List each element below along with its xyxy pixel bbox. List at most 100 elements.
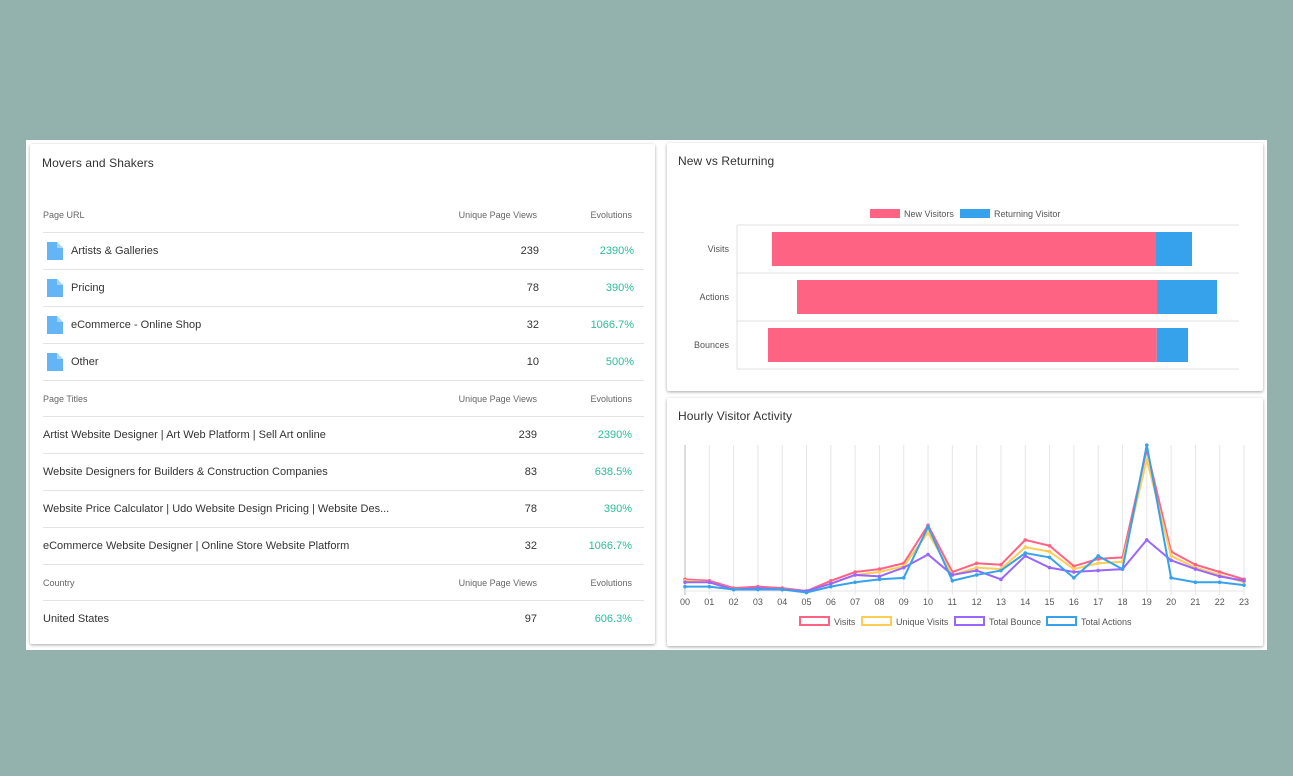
data-point[interactable] (853, 570, 857, 574)
data-point[interactable] (829, 584, 833, 589)
row-label[interactable]: Pricing (71, 282, 105, 294)
row-label[interactable]: Other (71, 356, 99, 368)
bar-segment[interactable] (797, 280, 1157, 314)
row-label[interactable]: Artists & Galleries (71, 245, 159, 257)
table-row[interactable]: Pricing 78 390% (43, 270, 644, 307)
legend-label: Returning Visitor (994, 209, 1060, 219)
data-point[interactable] (877, 567, 882, 571)
evolution-value: 1066.7% (588, 540, 632, 552)
table-row[interactable]: Artist Website Designer | Art Web Platfo… (43, 417, 644, 454)
table-row[interactable]: United States 97 606.3% (43, 601, 644, 637)
bar-segment[interactable] (1156, 328, 1188, 362)
data-point[interactable] (1047, 543, 1052, 548)
data-point[interactable] (1096, 561, 1100, 566)
data-point[interactable] (707, 584, 712, 589)
data-point[interactable] (1217, 574, 1222, 579)
data-point[interactable] (999, 562, 1003, 567)
x-tick-label: 06 (826, 597, 836, 607)
data-point[interactable] (901, 565, 906, 570)
data-point[interactable] (853, 580, 857, 585)
x-tick-label: 16 (1069, 597, 1079, 607)
data-point[interactable] (829, 578, 833, 583)
bar-segment[interactable] (768, 328, 1157, 362)
table-row[interactable]: Website Price Calculator | Udo Website D… (43, 491, 644, 528)
data-point[interactable] (1072, 564, 1076, 568)
data-point[interactable] (999, 568, 1003, 573)
data-point[interactable] (1096, 568, 1100, 573)
data-point[interactable] (1217, 570, 1222, 574)
data-point[interactable] (974, 573, 979, 577)
x-tick-label: 00 (680, 597, 690, 607)
evolution-value: 2390% (599, 245, 634, 257)
data-point[interactable] (926, 524, 930, 529)
data-point[interactable] (804, 590, 809, 595)
data-point[interactable] (707, 580, 712, 585)
data-point[interactable] (926, 552, 930, 557)
data-point[interactable] (950, 573, 955, 577)
x-tick-label: 12 (972, 597, 982, 607)
table-row[interactable]: Website Designers for Builders & Constru… (43, 454, 644, 491)
data-point[interactable] (877, 574, 882, 579)
data-point[interactable] (1193, 567, 1198, 571)
data-point[interactable] (1144, 538, 1149, 542)
data-point[interactable] (877, 570, 882, 574)
data-point[interactable] (974, 568, 979, 573)
data-point[interactable] (877, 577, 882, 582)
data-point[interactable] (1096, 554, 1100, 558)
table-row[interactable]: Other 10 500% (43, 344, 644, 381)
row-label[interactable]: Website Designers for Builders & Constru… (43, 466, 328, 478)
data-point[interactable] (1023, 545, 1028, 549)
data-point[interactable] (1144, 457, 1149, 462)
data-point[interactable] (1023, 538, 1028, 542)
x-tick-label: 10 (923, 597, 933, 607)
data-point[interactable] (926, 530, 930, 535)
file-icon (47, 242, 63, 260)
data-point[interactable] (1217, 580, 1222, 585)
data-point[interactable] (683, 580, 687, 585)
data-point[interactable] (1072, 570, 1076, 574)
data-point[interactable] (1169, 558, 1173, 563)
data-point[interactable] (756, 587, 760, 592)
row-label[interactable]: eCommerce - Online Shop (71, 319, 202, 331)
data-point[interactable] (780, 587, 785, 592)
data-point[interactable] (1169, 554, 1173, 558)
data-point[interactable] (1242, 578, 1246, 583)
data-point[interactable] (1023, 551, 1028, 555)
evolution-value: 606.3% (594, 613, 632, 625)
table-row[interactable]: eCommerce Website Designer | Online Stor… (43, 528, 644, 565)
bar-segment[interactable] (1156, 232, 1192, 266)
data-point[interactable] (1047, 549, 1052, 554)
data-point[interactable] (829, 581, 833, 586)
data-point[interactable] (974, 561, 979, 566)
data-point[interactable] (1072, 567, 1076, 571)
section-header: Page URL Unique Page Views Evolutions (43, 197, 644, 233)
card-title: Movers and Shakers (42, 156, 154, 170)
data-point[interactable] (683, 584, 687, 589)
row-label[interactable]: Website Price Calculator | Udo Website D… (43, 503, 390, 515)
row-label[interactable]: Artist Website Designer | Art Web Platfo… (43, 429, 326, 441)
data-point[interactable] (1047, 565, 1052, 570)
data-point[interactable] (950, 578, 955, 583)
data-point[interactable] (1120, 567, 1125, 571)
data-point[interactable] (1047, 555, 1052, 560)
data-point[interactable] (1144, 443, 1149, 447)
bar-segment[interactable] (1157, 280, 1217, 314)
table-row[interactable]: eCommerce - Online Shop 32 1066.7% (43, 307, 644, 344)
data-point[interactable] (974, 565, 979, 570)
data-point[interactable] (731, 587, 736, 592)
legend-label: Unique Visits (896, 617, 949, 627)
data-point[interactable] (901, 576, 906, 580)
data-point[interactable] (853, 573, 857, 577)
x-tick-label: 08 (874, 597, 884, 607)
table-row[interactable]: Artists & Galleries 239 2390% (43, 233, 644, 270)
data-point[interactable] (999, 577, 1003, 582)
data-point[interactable] (1193, 580, 1198, 585)
row-label[interactable]: eCommerce Website Designer | Online Stor… (43, 540, 350, 552)
data-point[interactable] (1023, 554, 1028, 558)
row-label[interactable]: United States (43, 613, 110, 625)
data-point[interactable] (1169, 576, 1173, 580)
data-point[interactable] (1193, 562, 1198, 567)
data-point[interactable] (1242, 583, 1246, 587)
data-point[interactable] (1072, 576, 1076, 580)
bar-segment[interactable] (772, 232, 1156, 266)
